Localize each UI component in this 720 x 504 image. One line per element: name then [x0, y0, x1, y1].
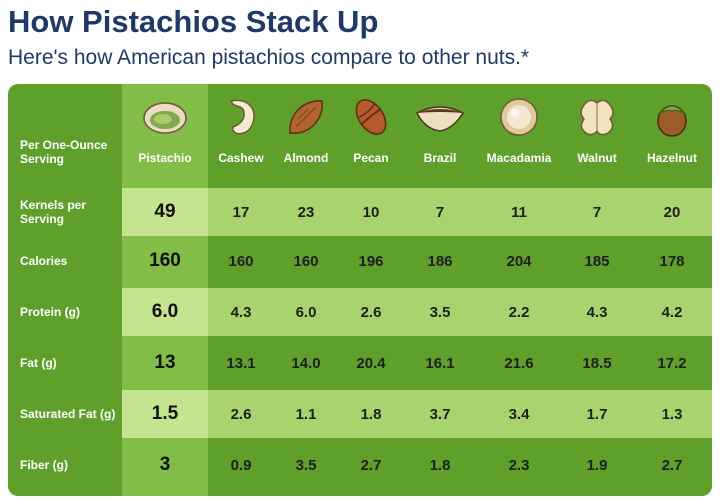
cashew-icon: [208, 92, 274, 142]
table-cell: 11: [511, 203, 527, 221]
table-cell: 185: [584, 252, 610, 270]
column-header: Almond: [283, 151, 329, 165]
table-cell: 6.0: [295, 303, 317, 321]
table-cell: 2.6: [360, 303, 382, 321]
table-cell: 3.7: [429, 405, 451, 423]
table-cell: 20.4: [356, 354, 386, 372]
hazelnut-icon: [632, 92, 712, 142]
table-cell: 3: [159, 454, 171, 475]
page-title: How Pistachios Stack Up: [8, 4, 379, 39]
page-subtitle: Here's how American pistachios compare t…: [8, 46, 530, 69]
row-band: [122, 188, 712, 236]
table-cell: 4.3: [586, 303, 608, 321]
row-label: Calories: [20, 254, 68, 268]
table-cell: 160: [293, 252, 319, 270]
table-cell: 196: [358, 252, 384, 270]
table-cell: 20: [663, 203, 681, 221]
table-cell: 160: [228, 252, 254, 270]
brazil-nut-icon: [404, 92, 476, 142]
pecan-icon: [338, 92, 404, 142]
column-header: Brazil: [423, 151, 457, 165]
table-cell: 1.8: [429, 456, 451, 474]
column-header: Pistachio: [138, 151, 192, 165]
column-header: Cashew: [218, 151, 264, 165]
walnut-icon: [562, 92, 632, 142]
table-cell: 10: [362, 203, 380, 221]
table-cell: 1.7: [586, 405, 608, 423]
table-cell: 23: [297, 203, 315, 221]
table-cell: 186: [427, 252, 453, 270]
table-cell: 1.8: [360, 405, 382, 423]
pistachio-icon: [122, 92, 208, 142]
table-cell: 4.3: [230, 303, 252, 321]
table-cell: 6.0: [151, 301, 179, 322]
almond-icon: [274, 92, 338, 142]
table-cell: 7: [592, 203, 602, 221]
row-label: Protein (g): [20, 305, 80, 319]
table-cell: 17: [232, 203, 250, 221]
table-cell: 1.5: [151, 403, 179, 424]
table-cell: 3.4: [508, 405, 530, 423]
row-band: [122, 288, 712, 336]
column-header: Walnut: [577, 151, 617, 165]
row-label: Fiber (g): [20, 458, 68, 472]
table-cell: 204: [506, 252, 532, 270]
row-band: [122, 390, 712, 438]
table-cell: 1.9: [586, 456, 608, 474]
table-cell: 2.3: [508, 456, 530, 474]
table-cell: 1.3: [661, 405, 683, 423]
table-cell: 160: [149, 250, 181, 271]
table-cell: 16.1: [425, 354, 455, 372]
table-cell: 18.5: [582, 354, 612, 372]
table-cell: 13: [154, 352, 176, 373]
row-band-highlight: [122, 390, 208, 438]
table-cell: 2.7: [360, 456, 382, 474]
row-label: Saturated Fat (g): [20, 407, 116, 421]
nutrition-table: Per One-Ounce Serving Pistachio Cashew Alm…: [8, 84, 712, 496]
table-cell: 49: [154, 201, 176, 222]
table-cell: 2.7: [661, 456, 683, 474]
table-cell: 21.6: [504, 354, 534, 372]
row-band-highlight: [122, 188, 208, 236]
macadamia-icon: [476, 92, 562, 142]
column-header: Hazelnut: [646, 151, 697, 165]
table-cell: 2.2: [508, 303, 530, 321]
table-cell: 1.1: [295, 405, 317, 423]
table-cell: 14.0: [291, 354, 321, 372]
table-cell: 3.5: [429, 303, 451, 321]
table-cell: 0.9: [230, 456, 252, 474]
row-band-highlight: [122, 288, 208, 336]
table-cell: 13.1: [226, 354, 256, 372]
table-header-label: Per One-Ounce Serving: [20, 138, 108, 166]
row-label: Fat (g): [20, 356, 57, 370]
row-label: Kernels per Serving: [20, 198, 87, 226]
table-cell: 7: [435, 203, 445, 221]
table-cell: 178: [659, 252, 685, 270]
table-cell: 4.2: [661, 303, 683, 321]
column-header: Macadamia: [486, 151, 552, 165]
table-cell: 2.6: [230, 405, 252, 423]
table-cell: 17.2: [657, 354, 687, 372]
column-header: Pecan: [353, 151, 389, 165]
table-cell: 3.5: [295, 456, 317, 474]
